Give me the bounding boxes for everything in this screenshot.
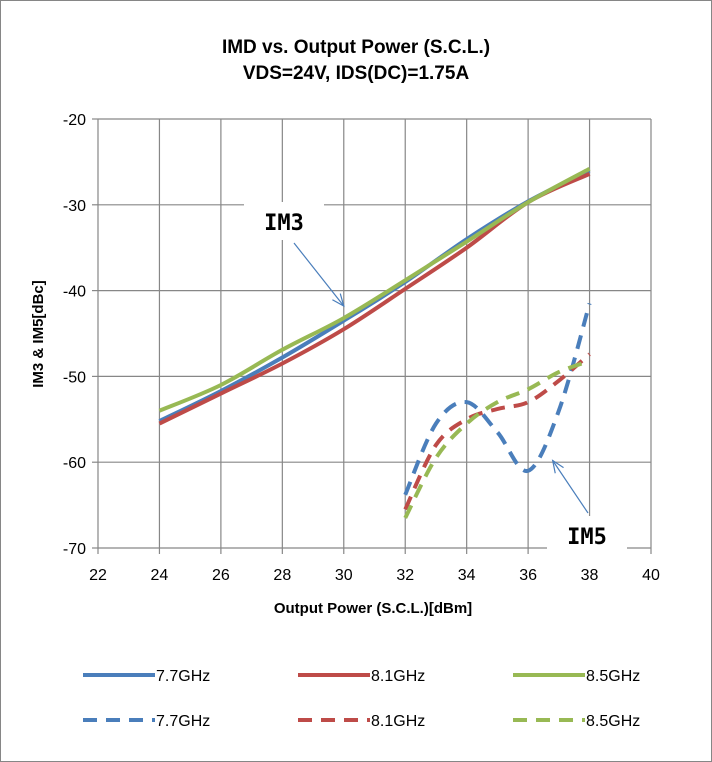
x-tick-label: 26 [212, 567, 230, 584]
annotation-box [547, 516, 627, 554]
chart-title: IMD vs. Output Power (S.C.L.) [222, 37, 490, 58]
y-tick-label: -50 [63, 369, 86, 386]
grid [92, 118, 652, 554]
legend-label: 8.5GHz [586, 668, 640, 685]
annotations: IM3 IM5 [244, 202, 627, 554]
legend-label: 8.1GHz [371, 713, 425, 730]
annotation-box [244, 202, 324, 240]
series-line-dashed-7_7GHz [403, 302, 592, 496]
y-tick-label: -30 [63, 198, 86, 215]
legend-label: 8.1GHz [371, 668, 425, 685]
legend-label: 7.7GHz [156, 668, 210, 685]
annotation-arrowhead [551, 459, 564, 474]
ticks: 22 24 26 28 30 32 34 36 38 40 -20 -30 -40 -50 -60 -70 [63, 112, 660, 584]
annotation-arrow [552, 460, 589, 514]
x-tick-label: 22 [89, 567, 107, 584]
x-tick-label: 32 [396, 567, 414, 584]
annotation-arrowhead [332, 293, 345, 308]
y-tick-label: -70 [63, 541, 86, 558]
chart-subtitle: VDS=24V, IDS(DC)=1.75A [243, 63, 470, 84]
annotation-label-im3: IM3 [264, 211, 304, 236]
x-tick-label: 38 [581, 567, 599, 584]
legend-label: 7.7GHz [156, 713, 210, 730]
x-axis-title: Output Power (S.C.L.)[dBm] [274, 600, 472, 617]
series-layer [158, 167, 592, 519]
x-tick-label: 34 [458, 567, 476, 584]
x-tick-label: 28 [273, 567, 291, 584]
legend-label: 8.5GHz [586, 713, 640, 730]
x-tick-label: 30 [335, 567, 353, 584]
y-axis-title: IM3 & IM5[dBc] [30, 280, 47, 388]
legend: 7.7GHz 8.1GHz 8.5GHz 7.7GHz 8.1GHz 8.5GHz [83, 668, 640, 730]
x-tick-label: 36 [519, 567, 537, 584]
y-tick-label: -60 [63, 455, 86, 472]
x-tick-label: 40 [642, 567, 660, 584]
y-tick-label: -20 [63, 112, 86, 129]
annotation-label-im5: IM5 [567, 525, 607, 550]
series-line-dashed-8_1GHz [403, 352, 591, 511]
annotation-arrow [293, 242, 345, 307]
series-line-solid-8_5GHz [158, 167, 591, 413]
y-tick-label: -40 [63, 284, 86, 301]
x-tick-label: 24 [151, 567, 169, 584]
series-line-dashed-8_5GHz [403, 359, 591, 519]
